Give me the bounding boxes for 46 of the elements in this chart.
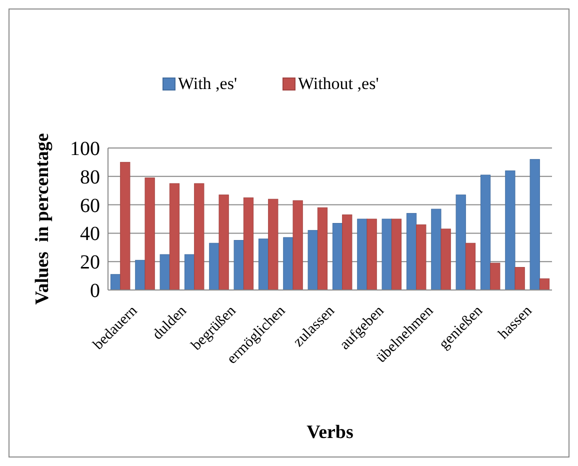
bar bbox=[120, 162, 130, 290]
bar bbox=[283, 237, 294, 290]
bar bbox=[342, 214, 352, 290]
bar bbox=[209, 242, 220, 290]
bar bbox=[391, 218, 402, 290]
bar bbox=[243, 197, 254, 290]
bar bbox=[317, 207, 328, 290]
bar bbox=[110, 274, 121, 290]
bar bbox=[431, 208, 442, 290]
bar bbox=[184, 254, 195, 290]
bar bbox=[366, 218, 377, 290]
bar bbox=[268, 198, 278, 290]
bar bbox=[465, 242, 476, 290]
bar bbox=[144, 178, 155, 290]
bar bbox=[530, 159, 540, 290]
bar bbox=[234, 240, 244, 290]
bar bbox=[160, 254, 170, 290]
bar bbox=[357, 218, 368, 290]
y-tick-label: 80 bbox=[80, 166, 100, 188]
bar bbox=[456, 194, 466, 290]
bar bbox=[406, 213, 417, 290]
bar bbox=[194, 183, 204, 290]
bar bbox=[539, 278, 550, 290]
bar bbox=[490, 262, 500, 290]
bar bbox=[135, 260, 146, 290]
bar bbox=[169, 183, 180, 290]
bar bbox=[440, 228, 451, 290]
legend-label: Without ,es' bbox=[298, 74, 379, 93]
bar bbox=[416, 224, 426, 290]
y-tick-label: 20 bbox=[80, 252, 100, 274]
bar bbox=[258, 238, 269, 290]
bar bbox=[382, 218, 392, 290]
y-axis-title: Values in percentage bbox=[32, 133, 53, 305]
bar bbox=[332, 223, 343, 290]
bar bbox=[308, 230, 318, 290]
bar bbox=[480, 174, 491, 290]
y-tick-label: 60 bbox=[80, 194, 100, 217]
y-tick-label: 40 bbox=[80, 223, 100, 246]
legend-label: With ,es' bbox=[178, 74, 238, 93]
x-axis-title: Verbs bbox=[306, 422, 354, 443]
y-tick-label: 0 bbox=[90, 280, 100, 302]
bar bbox=[505, 170, 516, 290]
bar bbox=[514, 267, 525, 290]
y-tick-label: 100 bbox=[70, 138, 100, 160]
bar bbox=[292, 200, 303, 290]
bar bbox=[218, 194, 229, 290]
